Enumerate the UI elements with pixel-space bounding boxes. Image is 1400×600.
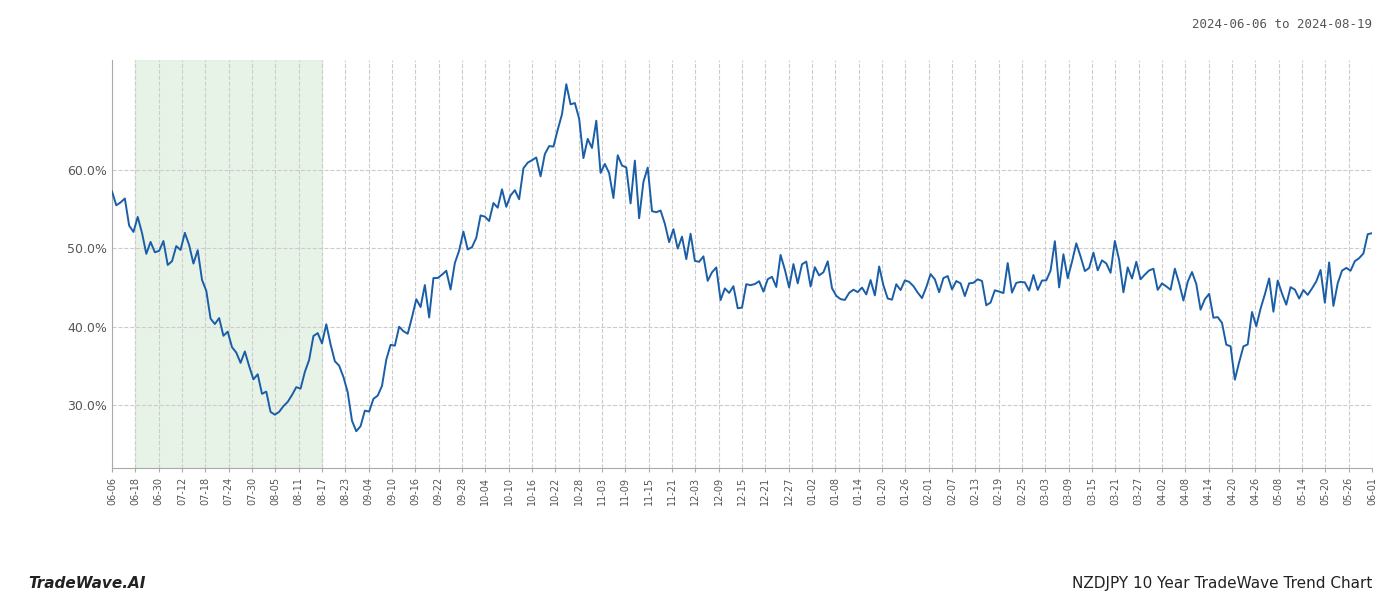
Bar	[136, 60, 322, 468]
Text: TradeWave.AI: TradeWave.AI	[28, 576, 146, 591]
Text: NZDJPY 10 Year TradeWave Trend Chart: NZDJPY 10 Year TradeWave Trend Chart	[1071, 576, 1372, 591]
Text: 2024-06-06 to 2024-08-19: 2024-06-06 to 2024-08-19	[1191, 18, 1372, 31]
